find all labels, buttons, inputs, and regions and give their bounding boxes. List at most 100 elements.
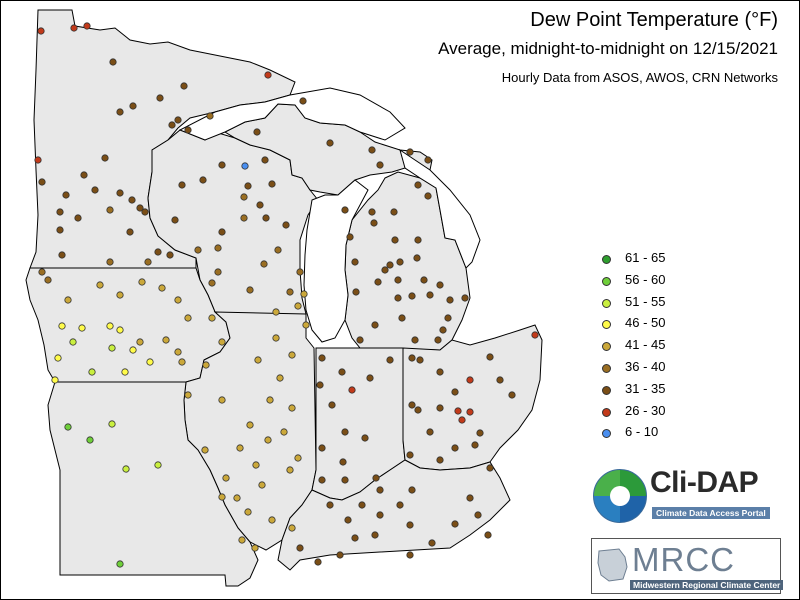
station-marker (436, 404, 444, 412)
station-marker (240, 214, 248, 222)
station-marker (184, 391, 192, 399)
station-marker (78, 324, 86, 332)
legend-swatch (602, 320, 611, 330)
station-marker (428, 539, 436, 547)
station-marker (174, 296, 182, 304)
station-marker (368, 146, 376, 154)
station-marker (154, 461, 162, 469)
station-marker (83, 22, 91, 30)
station-marker (318, 444, 326, 452)
station-marker (296, 544, 304, 552)
legend-swatch (602, 255, 611, 264)
legend-swatch (602, 298, 611, 308)
station-marker (256, 201, 264, 209)
station-marker (351, 534, 359, 542)
station-marker (366, 374, 374, 382)
midwest-region-icon (597, 548, 628, 582)
clidap-aperture-icon (593, 469, 647, 523)
station-marker (126, 228, 134, 236)
station-marker (86, 436, 94, 444)
station-marker (358, 501, 366, 509)
station-marker (74, 214, 82, 222)
station-marker (206, 112, 214, 120)
station-marker (288, 351, 296, 359)
station-marker (414, 406, 422, 414)
lake-michigan (303, 179, 369, 343)
station-marker (436, 456, 444, 464)
station-marker (341, 428, 349, 436)
station-marker (214, 268, 222, 276)
station-marker (246, 286, 254, 294)
station-marker (454, 407, 462, 415)
station-marker (62, 191, 70, 199)
station-marker (296, 268, 304, 276)
station-marker (266, 396, 274, 404)
legend-swatch (602, 276, 611, 286)
station-marker (461, 294, 469, 302)
station-marker (258, 481, 266, 489)
clidap-tagline: Climate Data Access Portal (652, 507, 770, 519)
station-marker (414, 181, 422, 189)
station-marker (202, 361, 210, 369)
station-marker (54, 354, 62, 362)
station-marker (241, 162, 249, 170)
station-marker (253, 128, 261, 136)
station-marker (233, 494, 241, 502)
station-marker (326, 139, 334, 147)
station-marker (88, 368, 96, 376)
station-marker (56, 208, 64, 216)
station-marker (328, 401, 336, 409)
lake-superior (178, 87, 406, 141)
station-marker (268, 516, 276, 524)
station-marker (64, 423, 72, 431)
station-marker (424, 192, 432, 200)
station-marker (436, 281, 444, 289)
station-marker (174, 116, 182, 124)
station-marker (341, 206, 349, 214)
station-marker (144, 258, 152, 266)
iowa-state (25, 267, 231, 383)
station-marker (288, 404, 296, 412)
station-marker (218, 396, 226, 404)
minnesota-state (29, 9, 296, 269)
station-marker (484, 531, 492, 539)
station-marker (80, 171, 88, 179)
station-marker (162, 336, 170, 344)
station-marker (338, 368, 346, 376)
station-marker (396, 258, 404, 266)
station-marker (38, 178, 46, 186)
station-marker (128, 196, 136, 204)
station-marker (318, 476, 326, 484)
station-marker (240, 193, 248, 201)
station-marker (434, 336, 442, 344)
station-marker (201, 446, 209, 454)
station-marker (406, 521, 414, 529)
station-marker (138, 278, 146, 286)
station-marker (302, 321, 310, 329)
station-marker (108, 420, 116, 428)
station-marker (352, 288, 360, 296)
station-marker (70, 24, 78, 32)
station-marker (38, 268, 46, 276)
legend-label: 56 - 60 (625, 271, 666, 287)
station-marker (294, 302, 302, 310)
station-marker (508, 391, 516, 399)
station-marker (406, 148, 414, 156)
station-marker (129, 346, 137, 354)
station-marker (348, 386, 356, 394)
legend-label: 6 - 10 (625, 424, 659, 440)
station-marker (316, 381, 324, 389)
station-marker (376, 161, 384, 169)
station-marker (214, 244, 222, 252)
station-marker (466, 376, 474, 384)
station-marker (408, 401, 416, 409)
station-marker (218, 338, 226, 346)
station-marker (420, 276, 428, 284)
station-marker (272, 334, 280, 342)
station-marker (129, 102, 137, 110)
station-marker (466, 494, 474, 502)
station-marker (371, 321, 379, 329)
station-marker (286, 466, 294, 474)
station-marker (426, 428, 434, 436)
